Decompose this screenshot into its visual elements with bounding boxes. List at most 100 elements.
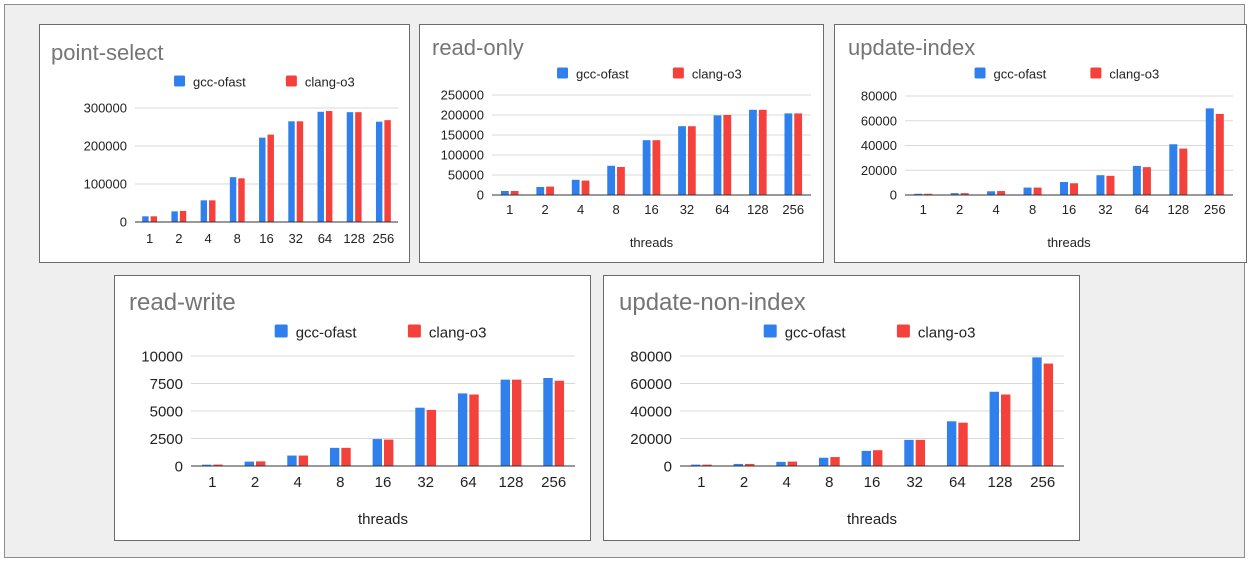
x-tick-label: 2	[542, 202, 549, 217]
chart-panel-update-non-index: update-non-index gcc-ofast clang-o3 0 20000 4…	[603, 275, 1080, 541]
y-tick-label: 250000	[441, 88, 484, 103]
x-tick-label: 128	[343, 231, 365, 246]
legend-swatch-gcc-ofast	[974, 67, 986, 79]
bar-clang-o3-64	[325, 111, 333, 222]
bar-clang-o3-2	[256, 461, 266, 466]
bar-gcc-ofast-32	[678, 126, 686, 195]
x-tick-label: 1	[697, 474, 705, 491]
chart-title: read-write	[129, 289, 236, 316]
bar-gcc-ofast-128	[1169, 144, 1178, 195]
bar-gcc-ofast-2	[536, 187, 545, 195]
bar-gcc-ofast-8	[607, 165, 616, 195]
y-tick-label: 40000	[630, 403, 672, 420]
bar-gcc-ofast-8	[329, 447, 340, 466]
bar-gcc-ofast-1	[142, 216, 149, 222]
x-tick-label: 64	[949, 474, 966, 491]
legend-label-gcc-ofast: gcc-ofast	[785, 324, 847, 341]
bar-clang-o3-1	[510, 191, 519, 195]
bar-clang-o3-64	[1142, 167, 1151, 195]
bar-gcc-ofast-256	[784, 113, 793, 195]
chart-title: point-select	[51, 40, 164, 65]
legend-swatch-clang-o3	[1090, 67, 1102, 79]
legend-label-gcc-ofast: gcc-ofast	[296, 324, 358, 341]
legend-label-clang-o3: clang-o3	[305, 75, 355, 90]
bar-clang-o3-128	[355, 112, 362, 222]
y-tick-label: 10000	[141, 348, 183, 365]
bar-gcc-ofast-16	[642, 140, 651, 195]
bar-clang-o3-4	[209, 200, 216, 222]
x-tick-label: 32	[1098, 202, 1112, 217]
x-tick-label: 2	[956, 202, 963, 217]
legend-label-clang-o3: clang-o3	[918, 324, 976, 341]
bar-gcc-ofast-64	[1132, 165, 1141, 195]
bar-gcc-ofast-1	[690, 464, 701, 466]
bar-gcc-ofast-128	[749, 109, 757, 195]
y-tick-label: 80000	[861, 89, 897, 104]
bar-gcc-ofast-64	[713, 115, 722, 195]
bar-gcc-ofast-32	[904, 439, 914, 466]
bar-gcc-ofast-8	[229, 177, 237, 222]
bar-clang-o3-8	[830, 457, 840, 466]
y-tick-label: 0	[664, 458, 672, 475]
bar-clang-o3-2	[960, 193, 969, 195]
x-tick-label: 256	[541, 474, 566, 491]
bar-clang-o3-4	[787, 461, 798, 466]
x-tick-label: 16	[864, 474, 881, 491]
x-tick-label: 2	[175, 231, 182, 246]
legend-swatch-gcc-ofast	[274, 324, 288, 338]
y-tick-label: 0	[890, 188, 897, 203]
bar-clang-o3-4	[581, 180, 590, 195]
bar-clang-o3-2	[546, 186, 554, 195]
bar-gcc-ofast-8	[1023, 187, 1032, 195]
chart-svg: update-index gcc-ofast clang-o3 0 20000 40000…	[848, 35, 1233, 250]
x-tick-label: 1	[208, 474, 216, 491]
bar-clang-o3-32	[687, 126, 696, 195]
y-tick-label: 60000	[861, 113, 897, 128]
bar-clang-o3-256	[1215, 113, 1224, 195]
x-tick-label: 128	[1167, 202, 1189, 217]
y-tick-label: 20000	[630, 431, 672, 448]
bar-clang-o3-32	[426, 409, 437, 466]
y-tick-label: 5000	[150, 403, 183, 420]
bar-clang-o3-256	[384, 120, 391, 222]
bar-clang-o3-1	[924, 193, 933, 195]
x-tick-label: 256	[1030, 474, 1055, 491]
y-tick-label: 0	[477, 188, 484, 203]
bar-gcc-ofast-16	[372, 439, 382, 466]
chart-svg: point-select gcc-ofast clang-o3 0 100000 2000…	[51, 40, 398, 246]
bar-gcc-ofast-64	[317, 111, 324, 222]
x-tick-label: 8	[336, 474, 344, 491]
bar-gcc-ofast-1	[914, 193, 923, 195]
chart-panel-update-index: update-index gcc-ofast clang-o3 0 20000 40000…	[834, 24, 1247, 263]
legend-label-gcc-ofast: gcc-ofast	[576, 67, 629, 82]
x-tick-label: 8	[825, 474, 833, 491]
bar-clang-o3-8	[617, 167, 625, 195]
x-axis-label: threads	[847, 511, 897, 528]
legend-swatch-gcc-ofast	[174, 75, 186, 87]
x-tick-label: 4	[293, 474, 301, 491]
legend-swatch-clang-o3	[672, 67, 684, 79]
bar-clang-o3-64	[958, 422, 968, 466]
x-tick-label: 16	[375, 474, 392, 491]
x-tick-label: 16	[644, 202, 658, 217]
legend-label-gcc-ofast: gcc-ofast	[193, 75, 246, 90]
x-tick-label: 32	[288, 231, 302, 246]
legend-swatch-gcc-ofast	[557, 67, 569, 79]
x-tick-label: 1	[920, 202, 927, 217]
bar-clang-o3-256	[1043, 363, 1054, 466]
x-tick-label: 32	[417, 474, 434, 491]
y-tick-label: 40000	[861, 138, 897, 153]
x-tick-label: 1	[506, 202, 513, 217]
x-tick-label: 128	[498, 474, 523, 491]
x-tick-label: 32	[906, 474, 923, 491]
x-tick-label: 2	[740, 474, 748, 491]
legend-swatch-clang-o3	[407, 324, 421, 338]
x-tick-label: 8	[1029, 202, 1036, 217]
legend-swatch-gcc-ofast	[763, 324, 777, 338]
dashboard-frame: point-select gcc-ofast clang-o3 0 10000 0 2000…	[4, 4, 1247, 558]
bar-gcc-ofast-128	[989, 391, 999, 466]
bar-clang-o3-2	[179, 210, 187, 222]
chart-panel-read-only: read-only gcc-ofast clang-o3 0 50000 100000 15…	[419, 24, 824, 263]
bar-gcc-ofast-256	[375, 121, 383, 222]
bar-clang-o3-8	[1033, 187, 1042, 195]
